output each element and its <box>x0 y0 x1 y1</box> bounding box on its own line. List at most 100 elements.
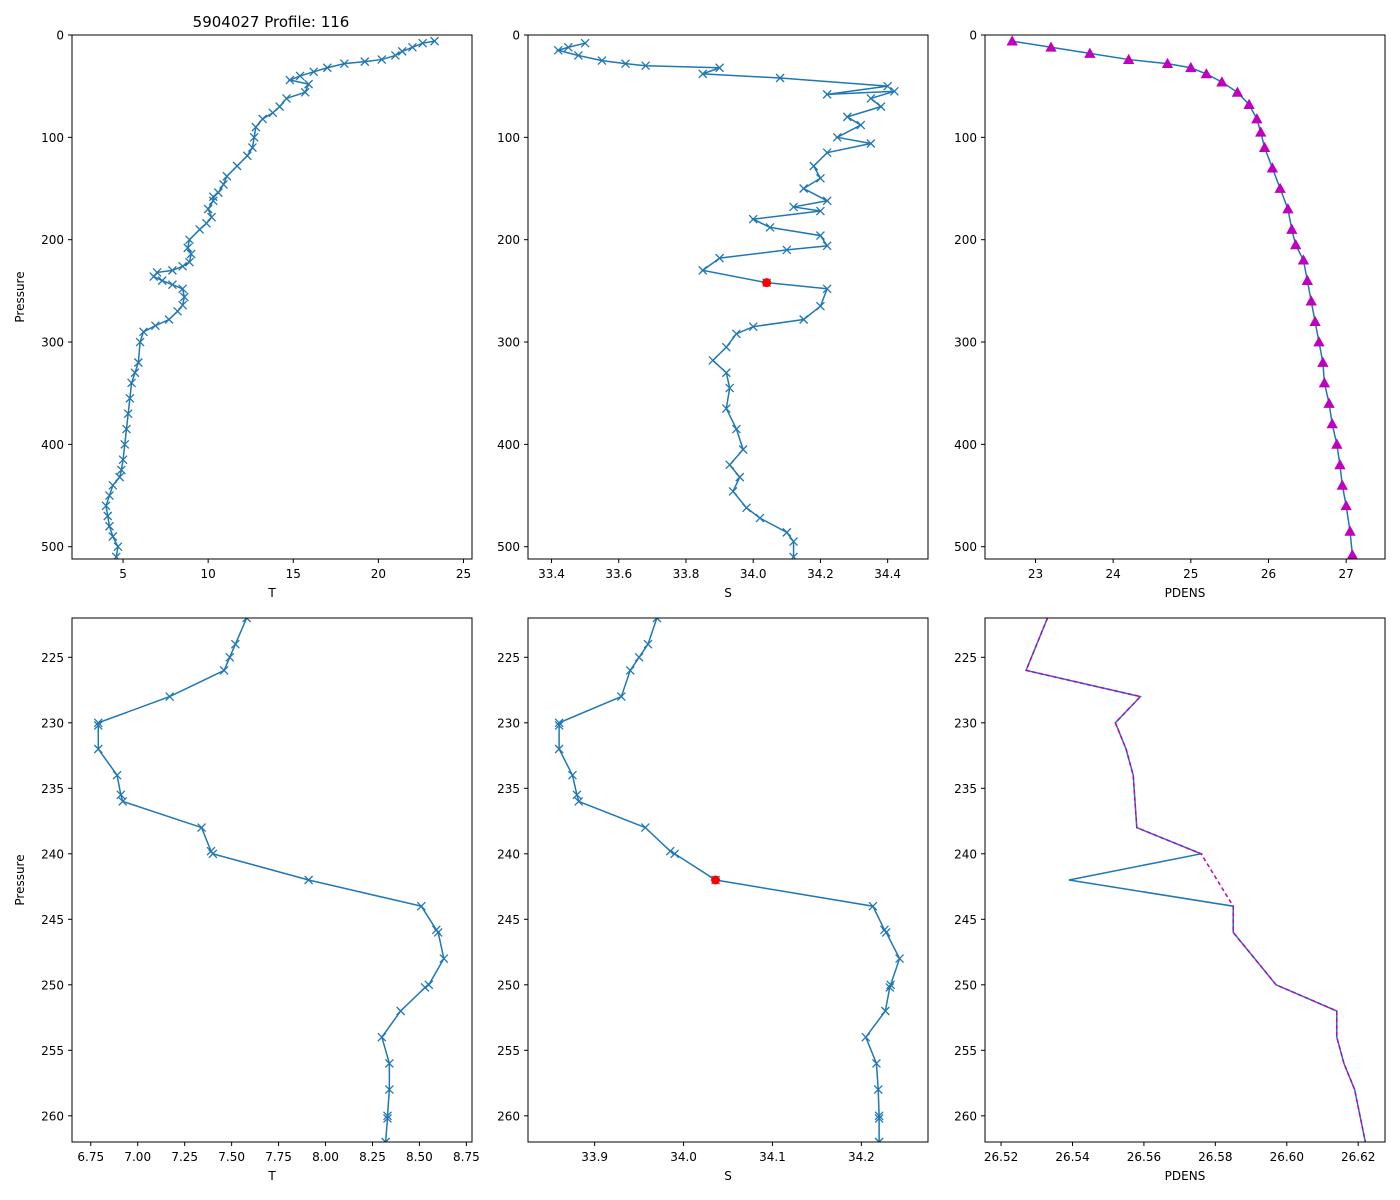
data-point <box>652 618 662 623</box>
data-point <box>251 122 261 132</box>
y-tick-label: 245 <box>41 913 64 927</box>
data-point <box>782 527 792 537</box>
data-point <box>112 770 122 780</box>
x-axis-label: S <box>724 1169 732 1183</box>
data-point <box>104 521 114 531</box>
data-point <box>625 665 635 675</box>
data-point <box>721 404 731 414</box>
plot-area <box>553 38 899 559</box>
data-point <box>101 501 111 511</box>
data-point <box>1305 295 1317 306</box>
chart-panel-top-right: 23 24 25 26 27 0 100 200 300 400 500 PDENS <box>954 29 1386 600</box>
data-point <box>1309 315 1321 326</box>
data-point <box>186 249 196 259</box>
x-axis-label: T <box>267 586 276 600</box>
data-point <box>886 980 896 990</box>
data-point <box>822 196 832 206</box>
data-point <box>822 89 832 99</box>
series-line-0 <box>97 618 445 1142</box>
data-point <box>184 257 194 267</box>
axes-frame <box>984 617 1386 1143</box>
data-point <box>167 280 177 290</box>
y-tick-label: 200 <box>41 233 64 247</box>
data-point <box>715 63 725 73</box>
y-tick-label: 400 <box>497 438 520 452</box>
x-tick-label: 26 <box>1261 567 1276 581</box>
axes-frame <box>984 34 1386 560</box>
data-point <box>1274 182 1286 193</box>
data-point <box>93 718 103 728</box>
data-point <box>640 823 650 833</box>
y-tick-label: 255 <box>954 1044 977 1058</box>
data-point <box>889 86 899 96</box>
data-point <box>225 652 235 662</box>
chart-panel-top-left: 5 10 15 20 25 0 100 200 300 400 500 T Pressure <box>13 29 473 600</box>
x-tick-label: 6.75 <box>77 1150 104 1164</box>
y-tick-label: 100 <box>954 131 977 145</box>
data-point <box>553 45 563 55</box>
data-point <box>1344 525 1356 536</box>
data-point <box>670 849 680 859</box>
highlight-point <box>762 278 772 288</box>
x-tick-label: 26.58 <box>1198 1150 1232 1164</box>
data-point <box>118 796 128 806</box>
data-point <box>572 790 582 800</box>
data-point <box>295 71 305 81</box>
data-point <box>322 63 332 73</box>
data-point <box>721 368 731 378</box>
y-tick-label: 100 <box>41 131 64 145</box>
x-tick-label: 7.00 <box>124 1150 151 1164</box>
data-point <box>195 224 205 234</box>
x-tick-label: 5 <box>119 567 127 581</box>
y-tick-label: 245 <box>497 913 520 927</box>
data-point <box>433 927 443 937</box>
chart-panel-top-middle: 33.4 33.6 33.8 34.0 34.2 34.4 0 100 200 300 400 500… <box>497 29 929 600</box>
data-point <box>728 486 738 496</box>
y-tick-label: 240 <box>954 847 977 861</box>
data-point <box>799 184 809 193</box>
data-point <box>396 1006 406 1016</box>
data-point <box>377 55 387 65</box>
y-tick-label: 100 <box>497 131 520 145</box>
data-point <box>822 284 832 294</box>
data-point <box>213 188 223 198</box>
data-point <box>208 196 218 206</box>
data-point <box>580 38 590 48</box>
data-point <box>150 321 160 331</box>
data-point <box>782 245 792 255</box>
data-point <box>881 927 891 937</box>
data-point <box>880 1006 890 1016</box>
data-point <box>822 241 832 251</box>
data-point <box>789 552 799 559</box>
data-point <box>871 1058 881 1068</box>
data-point <box>815 206 825 216</box>
data-point <box>1323 397 1335 408</box>
data-point <box>554 720 564 730</box>
y-tick-label: 300 <box>41 336 64 350</box>
data-point <box>1326 418 1338 429</box>
axes-frame <box>71 617 473 1143</box>
data-point <box>139 327 148 337</box>
axes-frame <box>71 34 473 560</box>
data-point <box>809 161 819 171</box>
data-point <box>104 491 114 501</box>
data-point <box>93 744 103 754</box>
data-point <box>1340 499 1352 511</box>
data-point <box>390 51 400 60</box>
y-tick-label: 225 <box>41 651 64 665</box>
data-point <box>123 409 133 419</box>
data-point <box>377 1032 387 1042</box>
data-point <box>731 424 741 434</box>
data-point <box>634 652 644 662</box>
data-point <box>883 81 893 91</box>
data-point <box>407 42 417 52</box>
y-tick-label: 500 <box>41 540 64 554</box>
data-point <box>381 1137 391 1142</box>
data-point <box>573 51 583 60</box>
data-point <box>1216 76 1228 87</box>
chart-panel-bottom-middle: 33.9 34.0 34.1 34.2 225 230 235 240 245 250 255 260… <box>497 617 929 1183</box>
axes-frame <box>527 34 929 560</box>
x-tick-label: 26.60 <box>1270 1150 1304 1164</box>
data-point <box>232 161 242 171</box>
